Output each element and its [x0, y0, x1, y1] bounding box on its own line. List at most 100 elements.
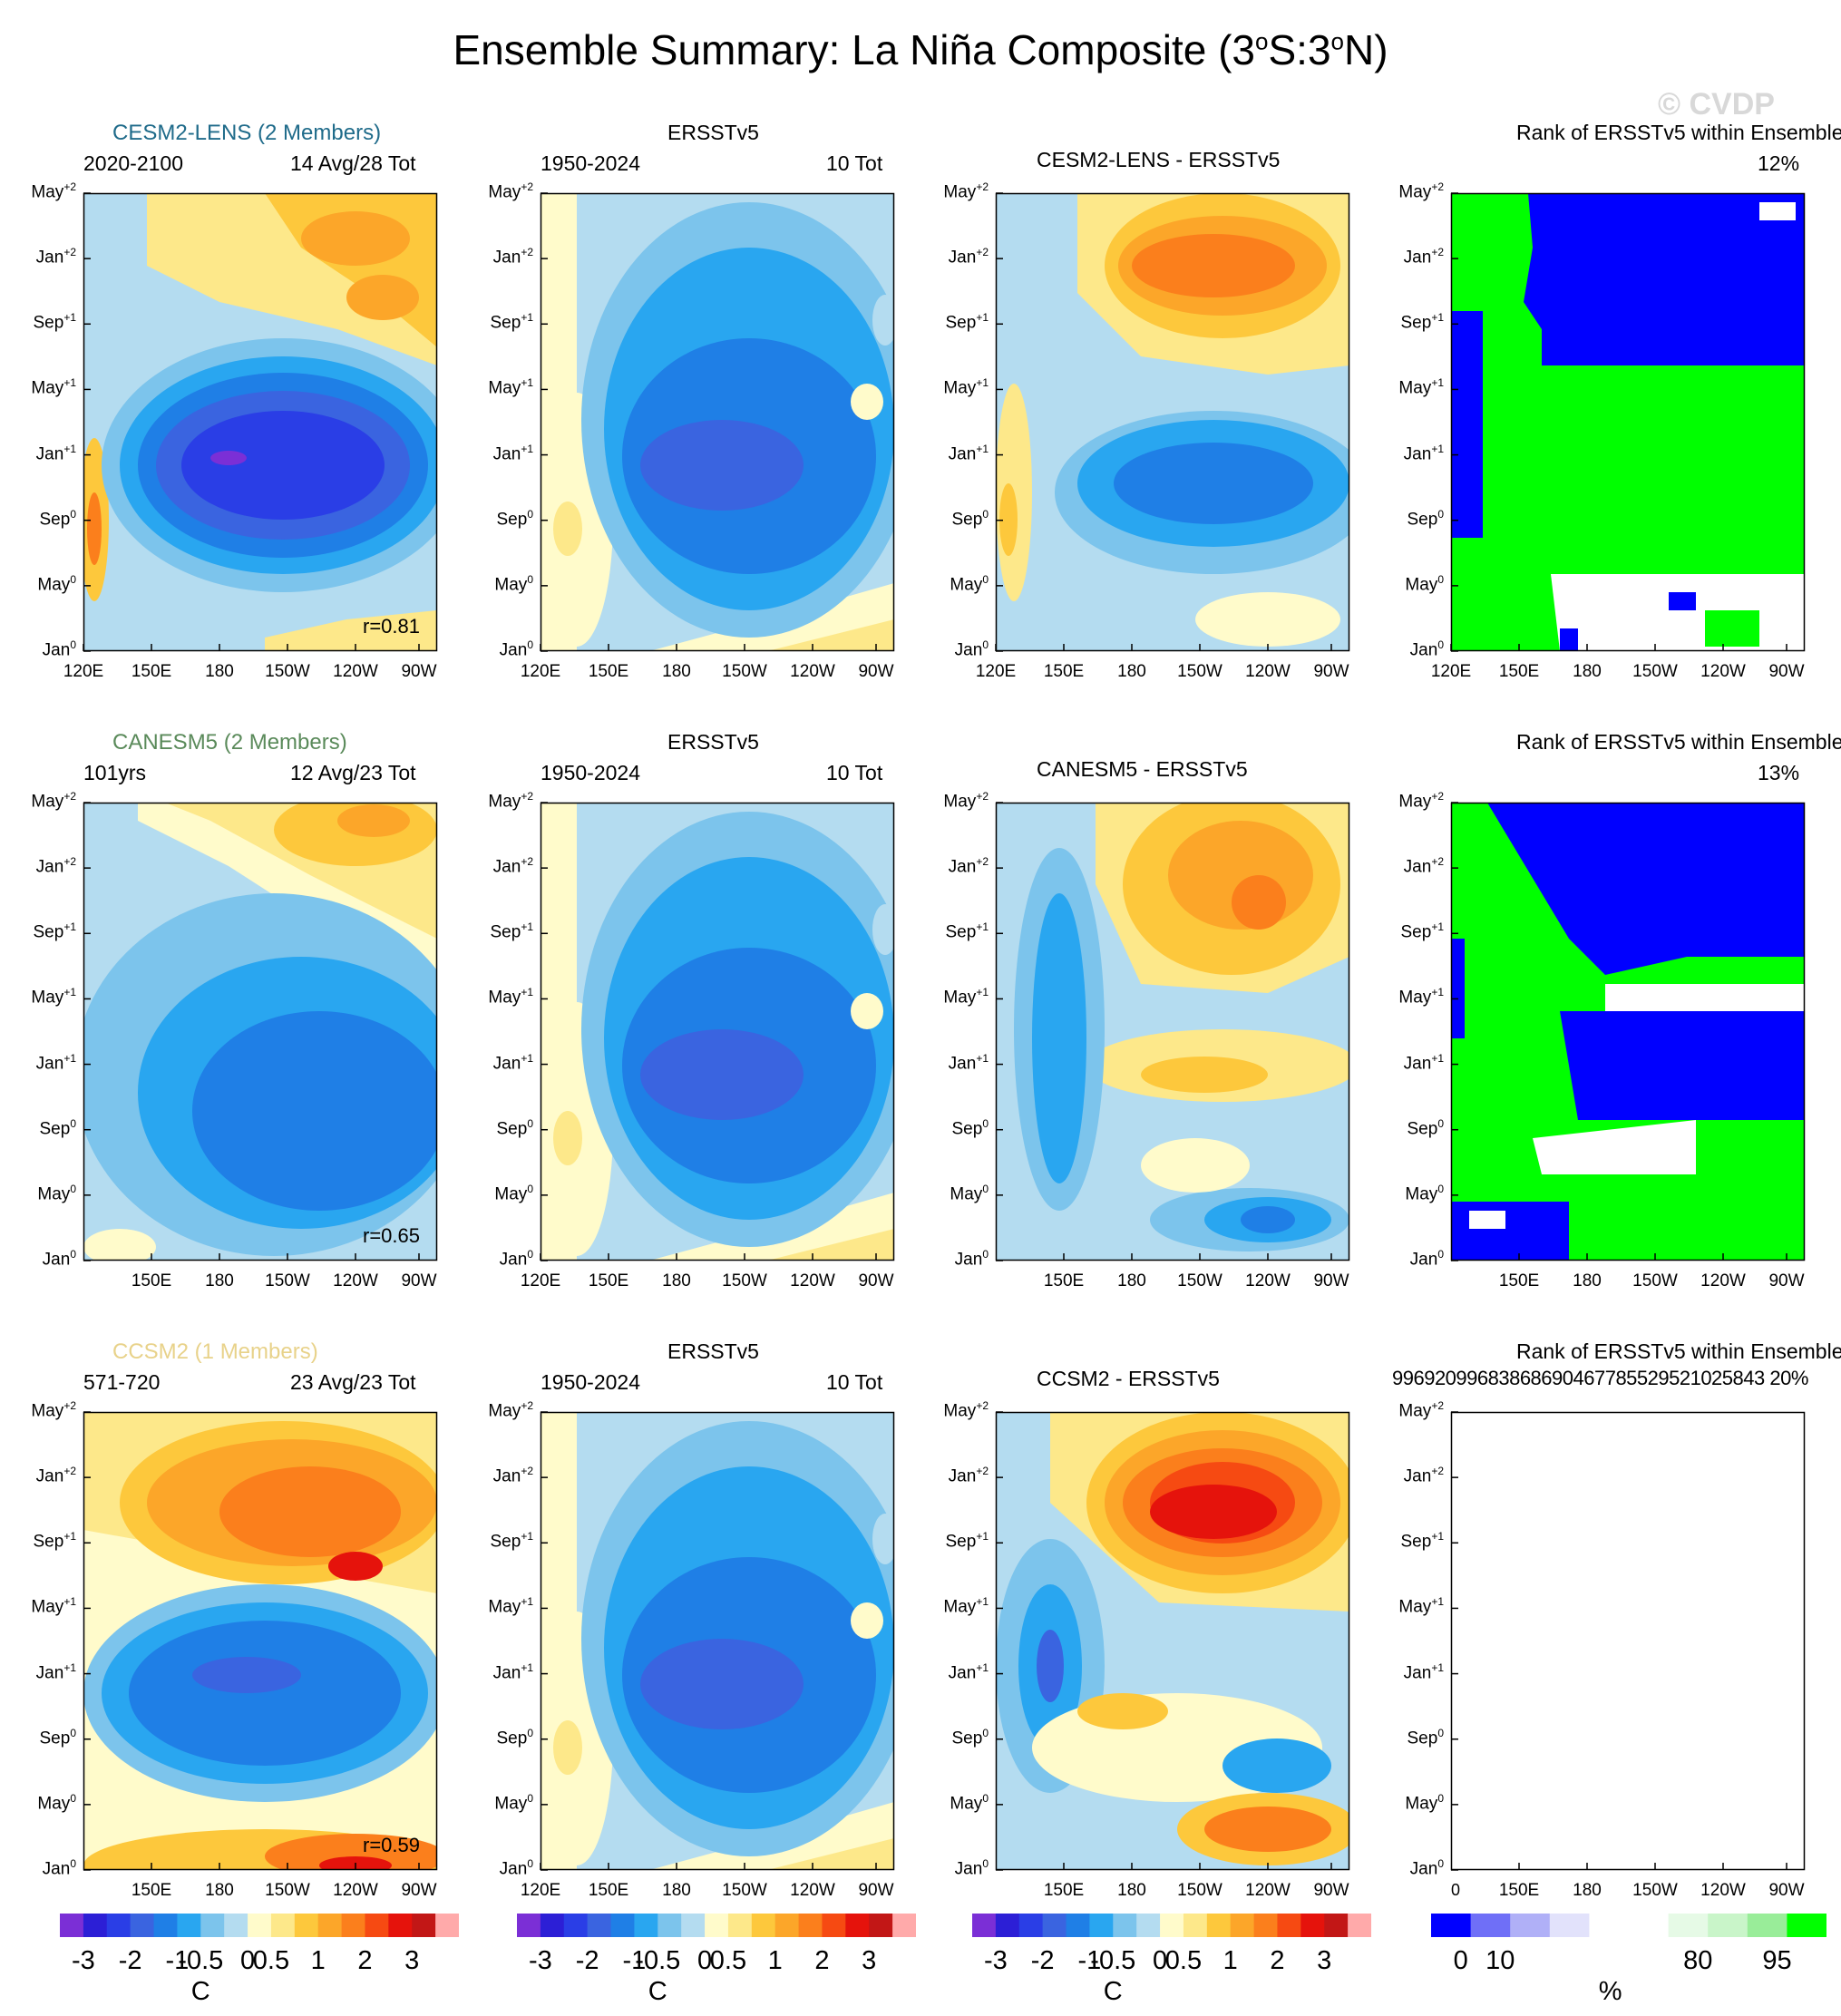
- colorbar-box: [1470, 1914, 1511, 1937]
- colorbar-label: 2: [1270, 1946, 1285, 1975]
- field-warm: [851, 993, 883, 1029]
- y-tick-label: Sep0: [1407, 1726, 1445, 1748]
- field-warm: [1077, 1693, 1168, 1729]
- field-cool: [1222, 1738, 1331, 1793]
- y-tick-label: Sep0: [1407, 1116, 1445, 1139]
- x-tick-label: 150W: [1177, 662, 1222, 681]
- colorbar-box: [200, 1914, 225, 1937]
- plot-frame: [1450, 1411, 1806, 1871]
- colorbar-box: [610, 1914, 635, 1937]
- field-warm: [265, 610, 437, 651]
- field-cool: [872, 1514, 894, 1564]
- y-tick-label: Jan+1: [948, 1051, 989, 1073]
- pattern-correlation: r=0.59: [363, 1834, 420, 1856]
- x-tick-label: 180: [205, 1271, 234, 1290]
- colorbar-label: -2: [1030, 1946, 1055, 1975]
- model-count: 14 Avg/28 Tot: [290, 151, 416, 175]
- y-tick-label: Jan+2: [948, 855, 989, 877]
- model-count: 12 Avg/23 Tot: [290, 761, 416, 784]
- field-cool: [129, 1621, 401, 1766]
- x-tick-label: 180: [662, 662, 691, 681]
- x-tick-label: 180: [205, 1881, 234, 1900]
- field-warm: [1232, 875, 1286, 930]
- colorbar-box: [1629, 1914, 1670, 1937]
- y-tick-label: Sep0: [39, 507, 77, 530]
- y-tick-label: Sep0: [496, 1726, 534, 1748]
- obs-years: 1950-2024: [541, 1370, 640, 1394]
- model-years: 2020-2100: [83, 151, 183, 175]
- rank-panel: Jan0 May0 Sep0 Jan+1 May+1 Sep+1 Jan+2 May+2 150…: [1398, 1399, 1806, 1900]
- rank-below: [1451, 1202, 1569, 1261]
- colorbar-box: [1042, 1914, 1067, 1937]
- y-tick-label: Jan+1: [1403, 1051, 1444, 1073]
- y-tick-label: Jan+2: [35, 855, 76, 877]
- y-tick-label: Jan0: [499, 638, 533, 660]
- panel-plot: [540, 192, 895, 652]
- colorbar-label: 10: [1485, 1946, 1515, 1975]
- rank-below: [1560, 628, 1578, 651]
- colorbar-label: 0: [1453, 1946, 1468, 1975]
- x-tick-label: 150W: [722, 662, 767, 681]
- model-panel: Jan0 May0 Sep0 Jan+1 May+1 Sep+1 Jan+2 May+2 150…: [31, 1399, 438, 1900]
- field-warm: [553, 502, 582, 556]
- colorbar-box: [845, 1914, 870, 1937]
- rank-below: [1451, 311, 1483, 538]
- y-tick-label: May+1: [31, 376, 76, 398]
- rank-title: Rank of ERSSTv5 within Ensemble: [1516, 1339, 1841, 1363]
- plot-frame: [1450, 802, 1806, 1261]
- x-tick-label: 150E: [1043, 662, 1085, 681]
- colorbar-box: [1300, 1914, 1325, 1937]
- colorbar-box: [1324, 1914, 1349, 1937]
- y-tick-label: May+2: [31, 790, 76, 812]
- field-warm: [265, 1834, 437, 1870]
- y-tick-label: May+1: [1398, 1595, 1444, 1617]
- y-tick-label: May0: [1405, 1791, 1444, 1814]
- colorbar-label: 1: [1222, 1946, 1238, 1975]
- model-years: 571-720: [83, 1370, 161, 1394]
- rank-percent: 99692099683868690467785529521025843 20%: [1392, 1367, 1808, 1389]
- difference-title: CESM2-LENS - ERSSTv5: [1037, 148, 1281, 171]
- colorbar-label: 3: [404, 1946, 420, 1975]
- x-tick-label: 120W: [1700, 1271, 1746, 1290]
- y-tick-label: Sep+1: [1400, 920, 1445, 942]
- y-tick-label: May+1: [488, 986, 533, 1008]
- y-tick-label: Sep+1: [33, 920, 77, 942]
- x-tick-label: 180: [662, 1271, 691, 1290]
- colorbar-label: 0: [1152, 1946, 1168, 1975]
- y-tick-label: Sep+1: [945, 1530, 989, 1552]
- colorbar-box: [412, 1914, 436, 1937]
- x-tick-label: 150E: [1498, 1881, 1540, 1900]
- colorbar-box: [634, 1914, 658, 1937]
- x-tick-label: 90W: [1768, 1881, 1805, 1900]
- y-tick-label: Jan0: [499, 1248, 533, 1270]
- field-cool: [181, 411, 385, 520]
- field-layer: [541, 1412, 894, 1870]
- panel-plot: [83, 802, 438, 1261]
- field-cool: [640, 1639, 804, 1729]
- x-tick-label: 90W: [1313, 662, 1349, 681]
- colorbar-label: 2: [814, 1946, 830, 1975]
- colorbar-box: [972, 1914, 997, 1937]
- colorbar-label: 1: [310, 1946, 326, 1975]
- colorbar-box: [294, 1914, 319, 1937]
- x-tick-label: 150W: [265, 1881, 310, 1900]
- y-tick-label: Sep0: [951, 1116, 989, 1139]
- colorbar-label: 2: [357, 1946, 373, 1975]
- y-tick-label: May+2: [488, 180, 533, 202]
- y-tick-label: May+2: [31, 180, 76, 202]
- x-tick-label: 150W: [722, 1271, 767, 1290]
- x-tick-label: 150E: [131, 662, 172, 681]
- plot-frame: [83, 192, 438, 652]
- colorbar-box: [130, 1914, 155, 1937]
- y-tick-label: May0: [1405, 572, 1444, 595]
- obs-count: 10 Tot: [826, 151, 883, 175]
- field-cool: [640, 420, 804, 511]
- y-tick-label: Jan+2: [35, 246, 76, 268]
- y-tick-label: Sep0: [39, 1726, 77, 1748]
- x-tick-label: 180: [1573, 662, 1602, 681]
- colorbar-label: -1: [1077, 1946, 1102, 1975]
- y-tick-label: Jan+1: [35, 1661, 76, 1682]
- plot-frame: [540, 802, 895, 1261]
- y-tick-label: Sep+1: [945, 920, 989, 942]
- panel-plot: [995, 1411, 1350, 1871]
